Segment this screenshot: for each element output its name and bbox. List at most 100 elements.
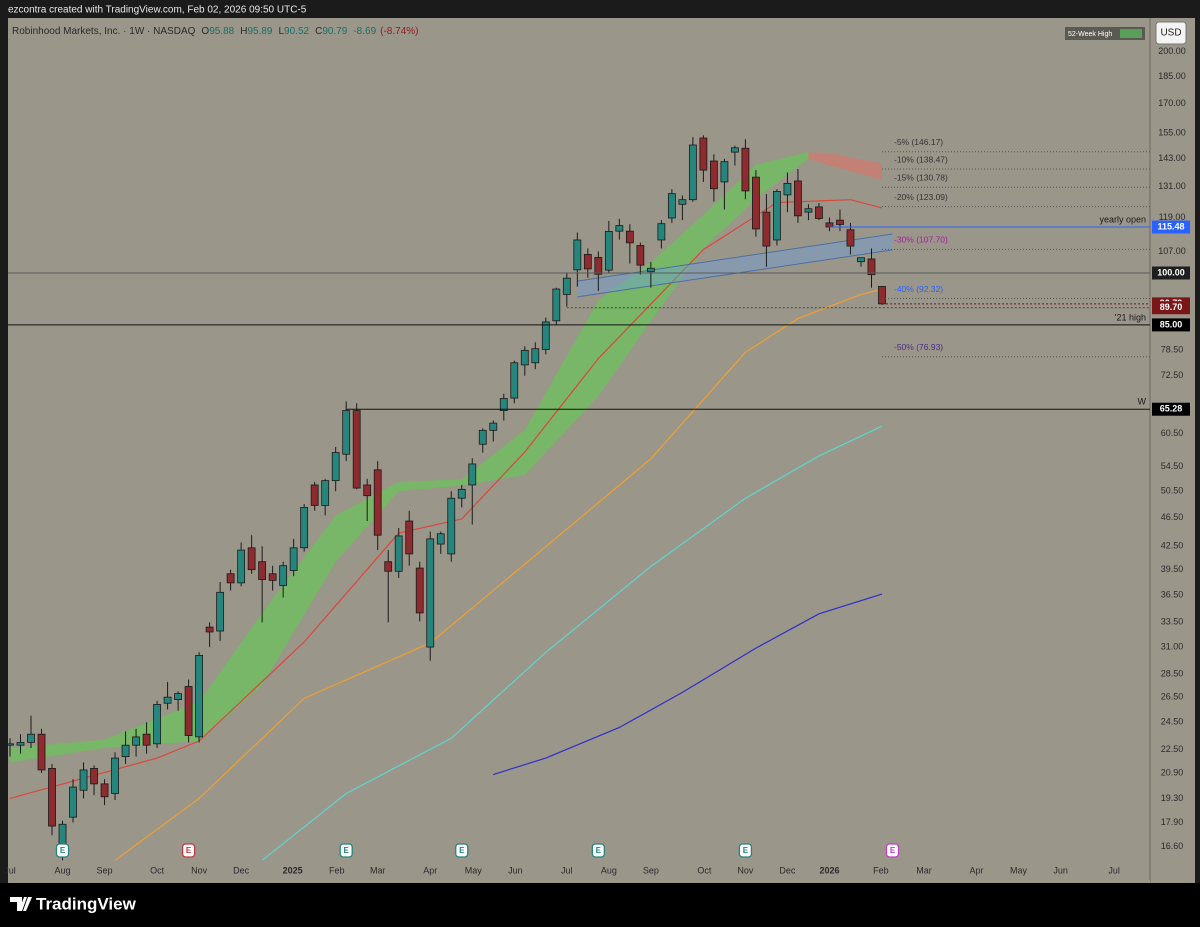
event-marker [455, 843, 469, 858]
y-tick-label: 119.00 [1159, 212, 1186, 222]
candle-body [258, 561, 267, 580]
event-label: E [459, 846, 465, 855]
price-tag [1152, 301, 1190, 315]
moving-average [261, 425, 883, 861]
candle-body [773, 191, 781, 241]
event-marker [181, 843, 196, 858]
logo-icon [10, 897, 32, 911]
price-tag [1152, 402, 1190, 416]
y-tick-label: 170.00 [1158, 98, 1186, 108]
event-label: E [743, 846, 749, 855]
quote-change-pct: (-8.74%) [380, 26, 418, 37]
y-tick-label: 24.50 [1161, 717, 1184, 727]
credit: ezcontra created with TradingView.com, F… [8, 5, 307, 16]
quote-key: O [201, 26, 209, 37]
candle-body [699, 137, 708, 171]
x-tick-label: Aug [601, 865, 617, 875]
plot [8, 135, 1150, 861]
candle-body [37, 733, 46, 771]
x-tick-label: Jul [561, 865, 573, 875]
event-label: E [186, 846, 192, 855]
y-tick-label: 39.50 [1161, 564, 1184, 574]
quote-key: C [315, 26, 322, 37]
level-label: -20% (123.09) [894, 192, 948, 202]
y-tick-label: 200.00 [1158, 46, 1186, 56]
price-tag [1152, 318, 1190, 332]
candle-body [552, 288, 561, 322]
price-tag-label: 89.70 [1160, 302, 1183, 312]
y-tick-label: 46.50 [1161, 512, 1184, 522]
x-tick-label: Jul [4, 865, 16, 875]
candle-body [226, 573, 235, 584]
x-tick-label: Oct [697, 865, 712, 875]
candle-body [342, 410, 351, 455]
candle-body [457, 488, 466, 499]
level-label: -5% (146.17) [894, 137, 943, 147]
y-tick-label: 19.30 [1161, 793, 1184, 803]
x-tick-label: May [465, 865, 483, 875]
candle-body [678, 199, 687, 205]
candle-body [815, 206, 823, 219]
quote-key: H [240, 26, 247, 37]
quote-value: 90.79 [322, 26, 347, 37]
trend-channel [577, 233, 893, 297]
x-tick-label: Oct [150, 865, 165, 875]
candle-body [688, 144, 697, 201]
price-tag [1152, 220, 1190, 234]
y-tick-label: 20.90 [1161, 767, 1184, 777]
y-tick-label: 185.00 [1158, 71, 1186, 81]
x-tick-label: Nov [737, 865, 754, 875]
quote-change: -8.69 [353, 26, 376, 37]
candle-body [132, 736, 140, 746]
plot-area [8, 18, 1150, 880]
candle-body [562, 277, 571, 295]
y-tick-label: 33.50 [1161, 617, 1184, 627]
y-tick-label: 36.50 [1161, 589, 1184, 599]
event-label: E [60, 846, 66, 855]
legend-chip-label: 52-Week High [1068, 31, 1112, 38]
event-marker [885, 843, 900, 858]
price-tag-label: 85.00 [1160, 319, 1183, 329]
event-marker [55, 843, 70, 858]
candle-body [762, 211, 771, 247]
candle-body [825, 222, 834, 228]
quote-value: 95.89 [247, 26, 272, 37]
x-tick-label: Jun [1053, 865, 1068, 875]
candle-body [436, 533, 445, 545]
level-label: -15% (130.78) [894, 173, 948, 183]
ribbon [9, 152, 809, 763]
quote-key: L [278, 26, 284, 37]
candle-body [646, 267, 655, 273]
ribbon [808, 152, 882, 180]
candle-body [573, 239, 582, 271]
candle-body [867, 258, 876, 276]
candle-body [300, 507, 309, 549]
candle-body [69, 786, 77, 818]
price-scale [1150, 18, 1195, 883]
y-tick-label: 60.50 [1161, 428, 1184, 438]
event-marker [339, 843, 353, 858]
candle-body [583, 253, 592, 270]
candle-body [79, 769, 88, 791]
candle-body [636, 245, 645, 266]
candle-body [184, 686, 193, 736]
candle-body [415, 567, 424, 614]
candle-body [804, 208, 813, 213]
candle-body [426, 538, 435, 648]
candle-body [321, 480, 330, 506]
candle-body [405, 520, 414, 555]
time-scale [8, 880, 1150, 883]
candle-body [195, 655, 204, 738]
price-line-note: W [1138, 397, 1147, 407]
candle-body [709, 160, 718, 190]
currency-button[interactable] [1155, 21, 1187, 45]
x-tick-label: Jul [1108, 865, 1120, 875]
moving-average [114, 288, 883, 861]
x-tick-label: May [1010, 865, 1028, 875]
candle-body [237, 549, 246, 584]
candle-body [142, 733, 151, 746]
candle-body [279, 565, 288, 586]
price-tag [1152, 266, 1190, 280]
candle-body [268, 573, 277, 581]
